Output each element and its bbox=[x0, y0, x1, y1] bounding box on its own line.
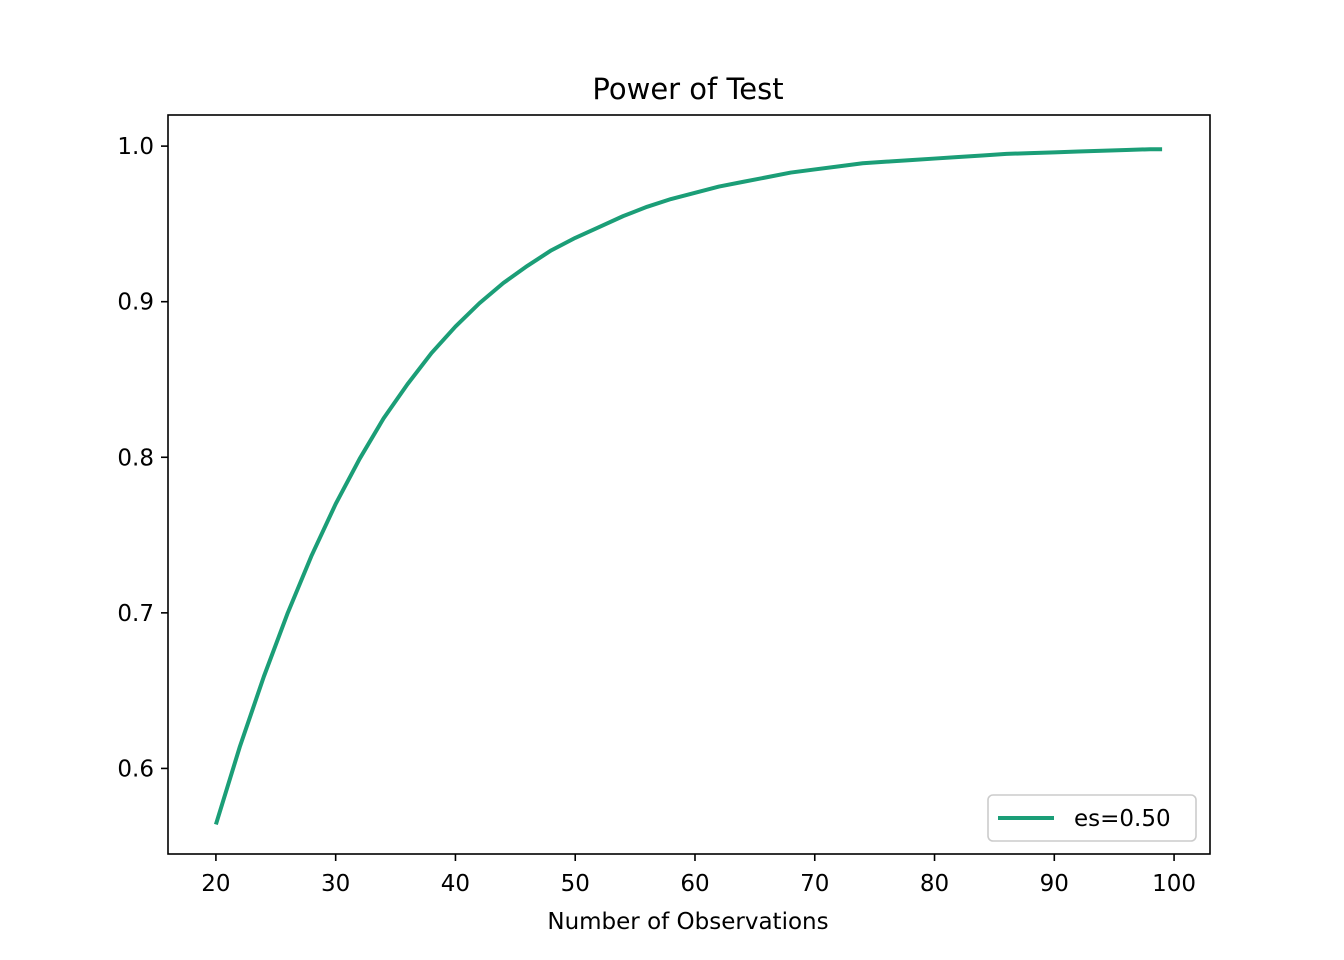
x-tick-label: 60 bbox=[680, 871, 709, 897]
y-tick-label: 1.0 bbox=[117, 134, 154, 160]
x-tick-label: 70 bbox=[800, 871, 829, 897]
x-tick-label: 50 bbox=[561, 871, 590, 897]
plot-area bbox=[167, 114, 1211, 855]
x-tick-label: 30 bbox=[321, 871, 350, 897]
x-tick-label: 80 bbox=[920, 871, 949, 897]
series-line-0 bbox=[213, 147, 1163, 826]
x-axis-label: Number of Observations bbox=[547, 909, 828, 935]
y-axis: 0.6 0.7 0.8 0.9 1.0 bbox=[117, 134, 168, 782]
y-tick-label: 0.8 bbox=[117, 445, 154, 471]
y-tick-label: 0.6 bbox=[117, 756, 154, 782]
legend: es=0.50 bbox=[987, 794, 1197, 842]
x-tick-label: 90 bbox=[1040, 871, 1069, 897]
axes-frame bbox=[167, 114, 1211, 855]
x-tick-label: 40 bbox=[441, 871, 470, 897]
legend-label: es=0.50 bbox=[1074, 806, 1171, 832]
x-axis: 20 30 40 50 60 70 80 90 100 bbox=[201, 854, 1196, 897]
chart-title: Power of Test bbox=[592, 72, 783, 106]
legend-box bbox=[987, 794, 1197, 842]
y-tick-label: 0.9 bbox=[117, 290, 154, 316]
x-tick-label: 100 bbox=[1152, 871, 1196, 897]
y-tick-label: 0.7 bbox=[117, 601, 154, 627]
x-tick-label: 20 bbox=[201, 871, 230, 897]
